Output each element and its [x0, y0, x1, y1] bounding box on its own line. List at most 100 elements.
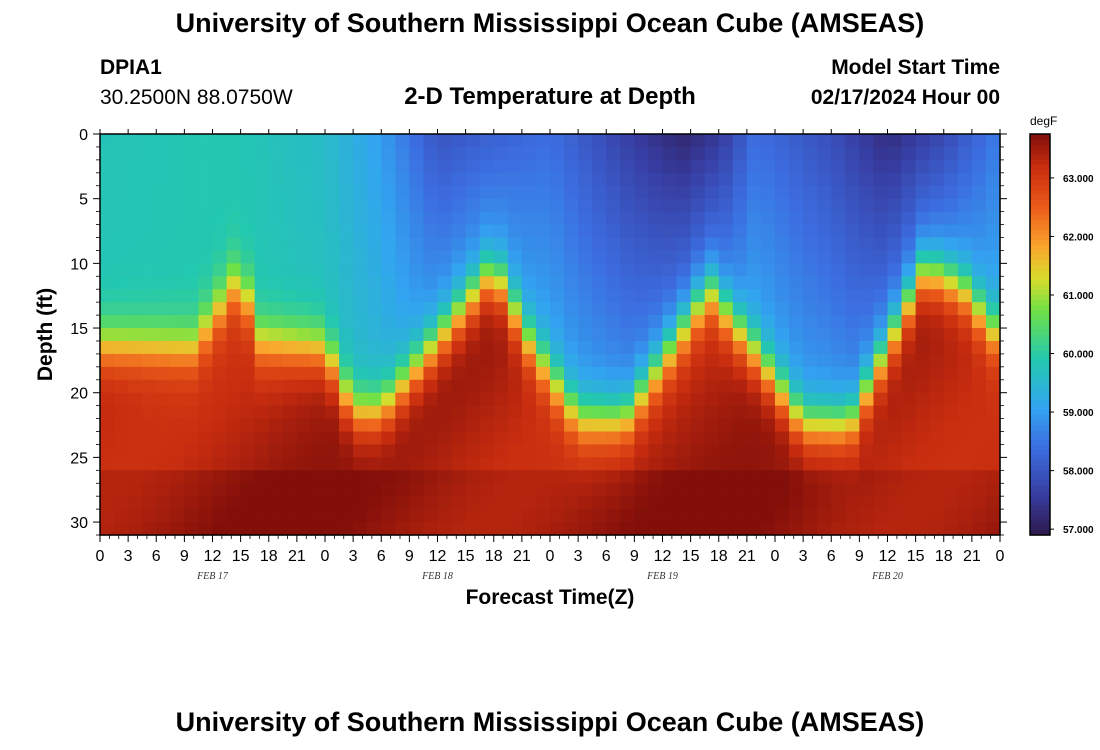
- heatmap-cell: [226, 211, 242, 226]
- heatmap-cell: [943, 483, 959, 497]
- heatmap-cell: [282, 276, 298, 290]
- colorbar-segment: [1030, 324, 1050, 331]
- heatmap-cell: [690, 211, 706, 226]
- heatmap-cell: [775, 185, 790, 200]
- heatmap-cell: [184, 496, 200, 510]
- heatmap-cell: [985, 146, 1001, 161]
- heatmap-cell: [367, 159, 382, 174]
- heatmap-cell: [226, 353, 242, 368]
- heatmap-cell: [310, 276, 326, 290]
- heatmap-cell: [985, 496, 1001, 510]
- heatmap-cell: [718, 483, 734, 497]
- heatmap-cell: [409, 315, 425, 329]
- heatmap-cell: [901, 509, 917, 523]
- heatmap-cell: [732, 302, 748, 316]
- heatmap-cell: [760, 353, 776, 368]
- colorbar-segment: [1030, 429, 1050, 436]
- colorbar-segment: [1030, 314, 1050, 321]
- heatmap-cell: [142, 470, 157, 484]
- heatmap-cell: [859, 418, 875, 433]
- heatmap-cell: [985, 457, 1001, 471]
- heatmap-cell: [789, 470, 804, 484]
- heatmap-cell: [198, 185, 214, 200]
- heatmap-cell: [662, 211, 678, 226]
- heatmap-cell: [198, 353, 214, 368]
- heatmap-cell: [128, 198, 143, 213]
- heatmap-cell: [184, 159, 200, 174]
- heatmap-cell: [100, 198, 115, 213]
- heatmap-cell: [817, 224, 832, 239]
- heatmap-cell: [114, 340, 129, 355]
- colorbar-segment: [1030, 279, 1050, 285]
- heatmap-cell: [620, 146, 635, 161]
- x-tick-label: 3: [124, 548, 133, 565]
- heatmap-cell: [943, 237, 959, 252]
- colorbar: 57.00058.00059.00060.00061.00062.00063.0…: [1029, 133, 1094, 536]
- heatmap-cell: [507, 237, 523, 252]
- heatmap-cell: [451, 185, 467, 200]
- heatmap-cell: [648, 159, 664, 174]
- heatmap-cell: [676, 289, 692, 303]
- heatmap-cell: [957, 146, 973, 161]
- heatmap-cell: [479, 431, 495, 446]
- heatmap-cell: [325, 172, 340, 187]
- heatmap-cell: [254, 302, 270, 316]
- heatmap-cell: [550, 340, 565, 355]
- heatmap-cell: [226, 379, 242, 394]
- heatmap-cell: [381, 289, 396, 303]
- heatmap-cell: [901, 496, 917, 510]
- heatmap-cell: [212, 224, 228, 239]
- heatmap-cell: [901, 172, 917, 187]
- heatmap-cell: [142, 159, 157, 174]
- heatmap-cell: [114, 134, 129, 148]
- heatmap-cell: [789, 457, 804, 471]
- heatmap-cell: [451, 392, 467, 407]
- heatmap-cell: [423, 418, 439, 433]
- heatmap-cell: [170, 185, 185, 200]
- date-label: FEB 17: [196, 571, 229, 582]
- heatmap-cell: [156, 457, 171, 471]
- heatmap-cell: [859, 302, 875, 316]
- x-tick-label: 21: [288, 548, 306, 565]
- heatmap-cell: [873, 328, 889, 342]
- heatmap-cell: [100, 134, 115, 148]
- heatmap-cell: [170, 509, 185, 523]
- heatmap-cell: [254, 224, 270, 239]
- heatmap-cell: [718, 198, 734, 213]
- heatmap-cell: [550, 366, 565, 381]
- heatmap-cell: [479, 328, 495, 342]
- heatmap-cell: [325, 470, 340, 484]
- heatmap-cell: [803, 483, 818, 497]
- heatmap-cell: [662, 302, 678, 316]
- heatmap-cell: [760, 185, 776, 200]
- heatmap-cell: [676, 522, 692, 536]
- heatmap-cell: [775, 134, 790, 148]
- heatmap-cell: [310, 263, 326, 277]
- heatmap-cell: [226, 431, 242, 446]
- heatmap-cell: [676, 198, 692, 213]
- heatmap-cell: [789, 392, 804, 407]
- heatmap-cell: [100, 159, 115, 174]
- heatmap-cell: [381, 366, 396, 381]
- heatmap-cell: [451, 483, 467, 497]
- heatmap-cell: [310, 379, 326, 394]
- heatmap-cell: [296, 353, 312, 368]
- heatmap-cell: [634, 353, 650, 368]
- heatmap-cell: [142, 302, 157, 316]
- heatmap-cell: [859, 457, 875, 471]
- heatmap-cell: [915, 224, 931, 239]
- heatmap-cell: [550, 522, 565, 536]
- heatmap-cell: [423, 159, 439, 174]
- heatmap-cell: [367, 185, 382, 200]
- heatmap-cell: [142, 289, 157, 303]
- heatmap-cell: [507, 302, 523, 316]
- heatmap-cell: [971, 198, 987, 213]
- heatmap-cell: [437, 405, 453, 420]
- heatmap-cell: [409, 237, 425, 252]
- heatmap-cell: [648, 405, 664, 420]
- heatmap-cell: [943, 302, 959, 316]
- heatmap-cell: [915, 263, 931, 277]
- heatmap-cell: [339, 418, 354, 433]
- heatmap-cell: [493, 379, 509, 394]
- heatmap-cell: [296, 159, 312, 174]
